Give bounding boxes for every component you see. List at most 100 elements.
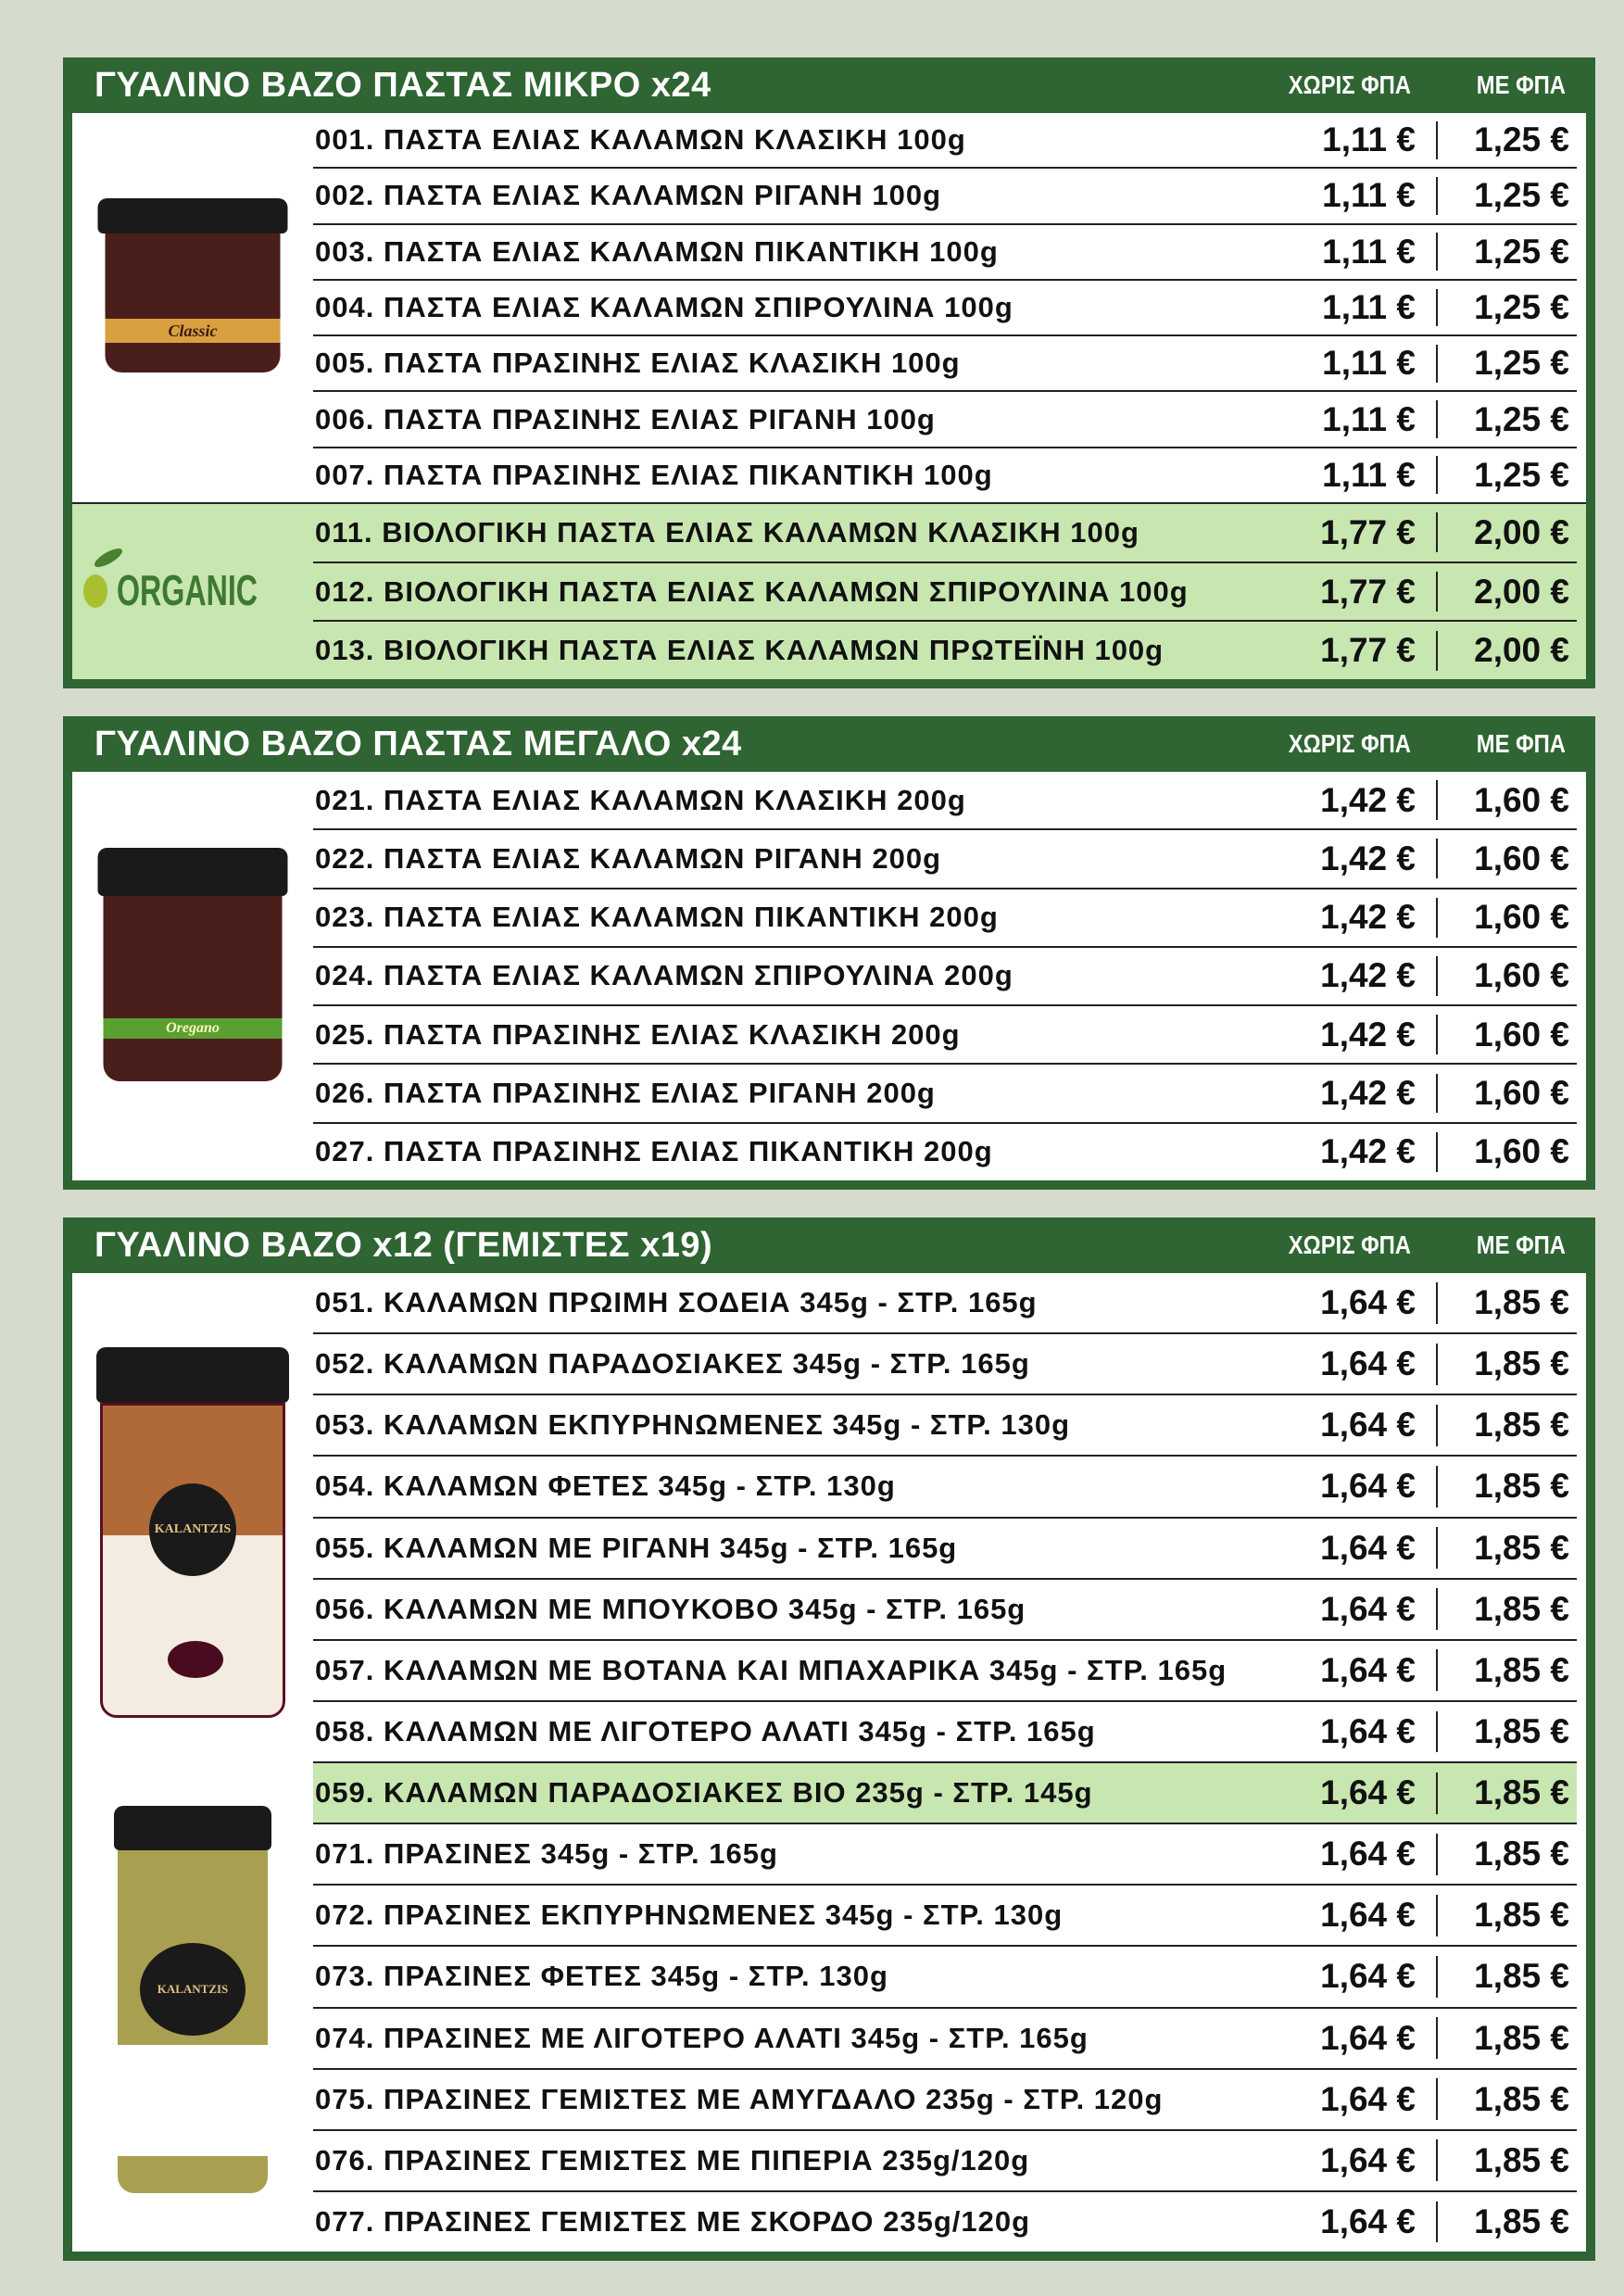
jar-label: Classic xyxy=(105,319,281,343)
price-with-vat: 1,85 € xyxy=(1474,1344,1569,1383)
product-row: 071. ΠΡΑΣΙΝΕΣ 345g - ΣΤΡ. 165g 1,64 € 1,85… xyxy=(313,1824,1577,1886)
price-with-vat: 1,85 € xyxy=(1474,1773,1569,1812)
price-without-vat: 1,11 € xyxy=(1290,400,1438,438)
product-name: 012. ΒΙΟΛΟΓΙΚΗ ΠΑΣΤΑ ΕΛΙΑΣ ΚΑΛΑΜΩΝ ΣΠΙΡΟ… xyxy=(315,574,1189,608)
product-row: 073. ΠΡΑΣΙΝΕΣ ΦΕΤΕΣ 345g - ΣΤΡ. 130g 1,64… xyxy=(313,1947,1577,2009)
price-with-vat: 1,25 € xyxy=(1474,176,1569,215)
column-header-without-vat: ΧΩΡΙΣ ΦΠΑ xyxy=(1288,729,1411,758)
product-name: 058. ΚΑΛΑΜΩΝ ΜΕ ΛΙΓΟΤΕΡΟ ΑΛΑΤΙ 345g - ΣΤ… xyxy=(315,1714,1096,1747)
column-header-with-vat: ΜΕ ΦΠΑ xyxy=(1476,70,1566,99)
section-title: ΓΥΑΛΙΝΟ ΒΑΖΟ x12 (ΓΕΜΙΣΤΕΣ x19) xyxy=(94,1225,713,1265)
price-with-vat: 1,85 € xyxy=(1474,1283,1569,1322)
product-row: 013. ΒΙΟΛΟΓΙΚΗ ΠΑΣΤΑ ΕΛΙΑΣ ΚΑΛΑΜΩΝ ΠΡΩΤΕ… xyxy=(313,622,1577,679)
product-row: 057. ΚΑΛΑΜΩΝ ΜΕ ΒΟΤΑΝΑ ΚΑΙ ΜΠΑΧΑΡΙΚΑ 345… xyxy=(313,1641,1577,1702)
price-with-vat: 1,25 € xyxy=(1474,120,1569,159)
product-row: 058. ΚΑΛΑΜΩΝ ΜΕ ΛΙΓΟΤΕΡΟ ΑΛΑΤΙ 345g - ΣΤ… xyxy=(313,1702,1577,1763)
price-without-vat: 1,11 € xyxy=(1290,288,1438,327)
price-without-vat: 1,64 € xyxy=(1290,1404,1438,1446)
price-with-vat: 1,85 € xyxy=(1474,2201,1569,2240)
product-row: 051. ΚΑΛΑΜΩΝ ΠΡΩΙΜΗ ΣΟΔΕΙΑ 345g - ΣΤΡ. 1… xyxy=(313,1273,1577,1335)
product-row: 024. ΠΑΣΤΑ ΕΛΙΑΣ ΚΑΛΑΜΩΝ ΣΠΙΡΟΥΛΙΝΑ 200g… xyxy=(313,948,1577,1007)
price-with-vat: 1,60 € xyxy=(1474,780,1569,819)
small-paste-jar-image: Classic xyxy=(72,113,313,502)
product-name: 025. ΠΑΣΤΑ ΠΡΑΣΙΝΗΣ ΕΛΙΑΣ ΚΛΑΣΙΚΗ 200g xyxy=(315,1017,961,1051)
product-row: 075. ΠΡΑΣΙΝΕΣ ΓΕΜΙΣΤΕΣ ΜΕ ΑΜΥΓΔΑΛΟ 235g … xyxy=(313,2070,1577,2131)
product-name: 055. ΚΑΛΑΜΩΝ ΜΕ ΡΙΓΑΝΗ 345g - ΣΤΡ. 165g xyxy=(315,1531,958,1564)
product-row: 021. ΠΑΣΤΑ ΕΛΙΑΣ ΚΑΛΑΜΩΝ ΚΛΑΣΙΚΗ 200g 1,4… xyxy=(313,772,1577,831)
price-without-vat: 1,64 € xyxy=(1290,1649,1438,1692)
product-row: 056. ΚΑΛΑΜΩΝ ΜΕ ΜΠΟΥΚΟΒΟ 345g - ΣΤΡ. 165… xyxy=(313,1580,1577,1641)
product-name: 007. ΠΑΣΤΑ ΠΡΑΣΙΝΗΣ ΕΛΙΑΣ ΠΙΚΑΝΤΙΚΗ 100g xyxy=(315,458,993,491)
product-name: 011. ΒΙΟΛΟΓΙΚΗ ΠΑΣΤΑ ΕΛΙΑΣ ΚΑΛΑΜΩΝ ΚΛΑΣΙ… xyxy=(315,515,1139,549)
price-with-vat: 1,60 € xyxy=(1474,898,1569,937)
product-row: 002. ΠΑΣΤΑ ΕΛΙΑΣ ΚΑΛΑΜΩΝ ΡΙΓΑΝΗ 100g 1,11… xyxy=(313,169,1577,225)
price-without-vat: 1,64 € xyxy=(1290,2139,1438,2182)
jar-brand-seal: KALANTZIS xyxy=(140,1943,245,2036)
price-without-vat: 1,42 € xyxy=(1290,897,1438,938)
section-title: ΓΥΑΛΙΝΟ ΒΑΖΟ ΠΑΣΤΑΣ ΜΕΓΑΛΟ x24 xyxy=(94,724,742,763)
section-header: ΓΥΑΛΙΝΟ ΒΑΖΟ ΠΑΣΤΑΣ ΜΕΓΑΛΟ x24 ΧΩΡΙΣ ΦΠΑ… xyxy=(72,716,1586,772)
price-without-vat: 1,64 € xyxy=(1290,1281,1438,1324)
product-row: 001. ΠΑΣΤΑ ΕΛΙΑΣ ΚΑΛΑΜΩΝ ΚΛΑΣΙΚΗ 100g 1,1… xyxy=(313,113,1577,170)
price-with-vat: 1,85 € xyxy=(1474,1406,1569,1444)
price-without-vat: 1,42 € xyxy=(1290,956,1438,996)
price-without-vat: 1,11 € xyxy=(1290,233,1438,271)
price-with-vat: 1,85 € xyxy=(1474,2079,1569,2118)
product-name: 001. ΠΑΣΤΑ ΕΛΙΑΣ ΚΑΛΑΜΩΝ ΚΛΑΣΙΚΗ 100g xyxy=(315,123,966,157)
price-with-vat: 1,85 € xyxy=(1474,1896,1569,1935)
product-row: 026. ΠΑΣΤΑ ΠΡΑΣΙΝΗΣ ΕΛΙΑΣ ΡΙΓΑΝΗ 200g 1,4… xyxy=(313,1065,1577,1124)
product-name: 071. ΠΡΑΣΙΝΕΣ 345g - ΣΤΡ. 165g xyxy=(315,1837,778,1871)
price-with-vat: 1,25 € xyxy=(1474,399,1569,438)
price-without-vat: 1,64 € xyxy=(1290,1956,1438,1998)
kalamata-olives-jar: KALANTZIS xyxy=(96,1347,289,1718)
product-name: 024. ΠΑΣΤΑ ΕΛΙΑΣ ΚΑΛΑΜΩΝ ΣΠΙΡΟΥΛΙΝΑ 200g xyxy=(315,959,1013,992)
price-without-vat: 1,64 € xyxy=(1290,1894,1438,1936)
jar-label: Oregano xyxy=(103,1018,283,1039)
section-header: ΓΥΑΛΙΝΟ ΒΑΖΟ ΠΑΣΤΑΣ ΜΙΚΡΟ x24 ΧΩΡΙΣ ΦΠΑ … xyxy=(72,57,1586,113)
price-without-vat: 1,64 € xyxy=(1290,1833,1438,1875)
product-row: 074. ΠΡΑΣΙΝΕΣ ΜΕ ΛΙΓΟΤΕΡΟ ΑΛΑΤΙ 345g - Σ… xyxy=(313,2009,1577,2070)
column-header-with-vat: ΜΕ ΦΠΑ xyxy=(1476,1230,1566,1259)
price-with-vat: 1,85 € xyxy=(1474,1711,1569,1750)
product-name: 021. ΠΑΣΤΑ ΕΛΙΑΣ ΚΑΛΑΜΩΝ ΚΛΑΣΙΚΗ 200g xyxy=(315,783,966,816)
section-olive-jar: ΓΥΑΛΙΝΟ ΒΑΖΟ x12 (ΓΕΜΙΣΤΕΣ x19) ΧΩΡΙΣ ΦΠ… xyxy=(63,1217,1595,2261)
jar-brand-seal: KALANTZIS xyxy=(149,1483,236,1576)
price-with-vat: 1,60 € xyxy=(1474,839,1569,877)
price-without-vat: 1,64 € xyxy=(1290,2201,1438,2243)
product-row: 011. ΒΙΟΛΟΓΙΚΗ ΠΑΣΤΑ ΕΛΙΑΣ ΚΑΛΑΜΩΝ ΚΛΑΣΙ… xyxy=(313,504,1577,563)
product-name: 026. ΠΑΣΤΑ ΠΡΑΣΙΝΗΣ ΕΛΙΑΣ ΡΙΓΑΝΗ 200g xyxy=(315,1077,936,1110)
product-name: 004. ΠΑΣΤΑ ΕΛΙΑΣ ΚΑΛΑΜΩΝ ΣΠΙΡΟΥΛΙΝΑ 100g xyxy=(315,290,1013,323)
price-without-vat: 1,64 € xyxy=(1290,1527,1438,1569)
olive-icon xyxy=(83,574,107,608)
organic-logo: ORGANIC xyxy=(72,504,313,679)
price-without-vat: 1,64 € xyxy=(1290,1588,1438,1631)
product-row: 006. ΠΑΣΤΑ ΠΡΑΣΙΝΗΣ ΕΛΙΑΣ ΡΙΓΑΝΗ 100g 1,1… xyxy=(313,392,1577,448)
green-olives-jar: KALANTZIS xyxy=(114,1806,271,2193)
price-with-vat: 1,25 € xyxy=(1474,232,1569,271)
price-with-vat: 1,85 € xyxy=(1474,2018,1569,2057)
price-with-vat: 1,60 € xyxy=(1474,1015,1569,1053)
product-row: 077. ΠΡΑΣΙΝΕΣ ΓΕΜΙΣΤΕΣ ΜΕ ΣΚΟΡΔΟ 235g/12… xyxy=(313,2192,1577,2252)
product-row: 059. ΚΑΛΑΜΩΝ ΠΑΡΑΔΟΣΙΑΚΕΣ ΒΙΟ 235g - ΣΤΡ… xyxy=(313,1763,1577,1825)
price-without-vat: 1,42 € xyxy=(1290,839,1438,879)
price-with-vat: 1,25 € xyxy=(1474,344,1569,383)
product-row: 054. ΚΑΛΑΜΩΝ ΦΕΤΕΣ 345g - ΣΤΡ. 130g 1,64 … xyxy=(313,1457,1577,1519)
price-with-vat: 1,60 € xyxy=(1474,956,1569,995)
price-without-vat: 1,64 € xyxy=(1290,1343,1438,1385)
price-without-vat: 1,64 € xyxy=(1290,2017,1438,2059)
product-name: 022. ΠΑΣΤΑ ΕΛΙΑΣ ΚΑΛΑΜΩΝ ΡΙΓΑΝΗ 200g xyxy=(315,841,942,875)
price-without-vat: 1,42 € xyxy=(1290,1131,1438,1172)
product-row: 025. ΠΑΣΤΑ ΠΡΑΣΙΝΗΣ ΕΛΙΑΣ ΚΛΑΣΙΚΗ 200g 1,… xyxy=(313,1006,1577,1066)
price-with-vat: 1,85 € xyxy=(1474,2140,1569,2179)
price-with-vat: 1,60 € xyxy=(1474,1132,1569,1171)
price-without-vat: 1,42 € xyxy=(1290,1073,1438,1114)
product-row: 005. ΠΑΣΤΑ ΠΡΑΣΙΝΗΣ ΕΛΙΑΣ ΚΛΑΣΙΚΗ 100g 1,… xyxy=(313,336,1577,393)
product-name: 072. ΠΡΑΣΙΝΕΣ ΕΚΠΥΡΗΝΩΜΕΝΕΣ 345g - ΣΤΡ. … xyxy=(315,1899,1064,1932)
column-header-without-vat: ΧΩΡΙΣ ΦΠΑ xyxy=(1288,1230,1411,1259)
product-name: 002. ΠΑΣΤΑ ΕΛΙΑΣ ΚΑΛΑΜΩΝ ΡΙΓΑΝΗ 100g xyxy=(315,179,942,212)
price-with-vat: 2,00 € xyxy=(1474,572,1569,611)
price-with-vat: 1,60 € xyxy=(1474,1074,1569,1113)
product-row: 053. ΚΑΛΑΜΩΝ ΕΚΠΥΡΗΝΩΜΕΝΕΣ 345g - ΣΤΡ. 1… xyxy=(313,1395,1577,1457)
product-name: 053. ΚΑΛΑΜΩΝ ΕΚΠΥΡΗΝΩΜΕΝΕΣ 345g - ΣΤΡ. 1… xyxy=(315,1408,1071,1442)
organic-logo-text: ORGANIC xyxy=(117,566,258,614)
